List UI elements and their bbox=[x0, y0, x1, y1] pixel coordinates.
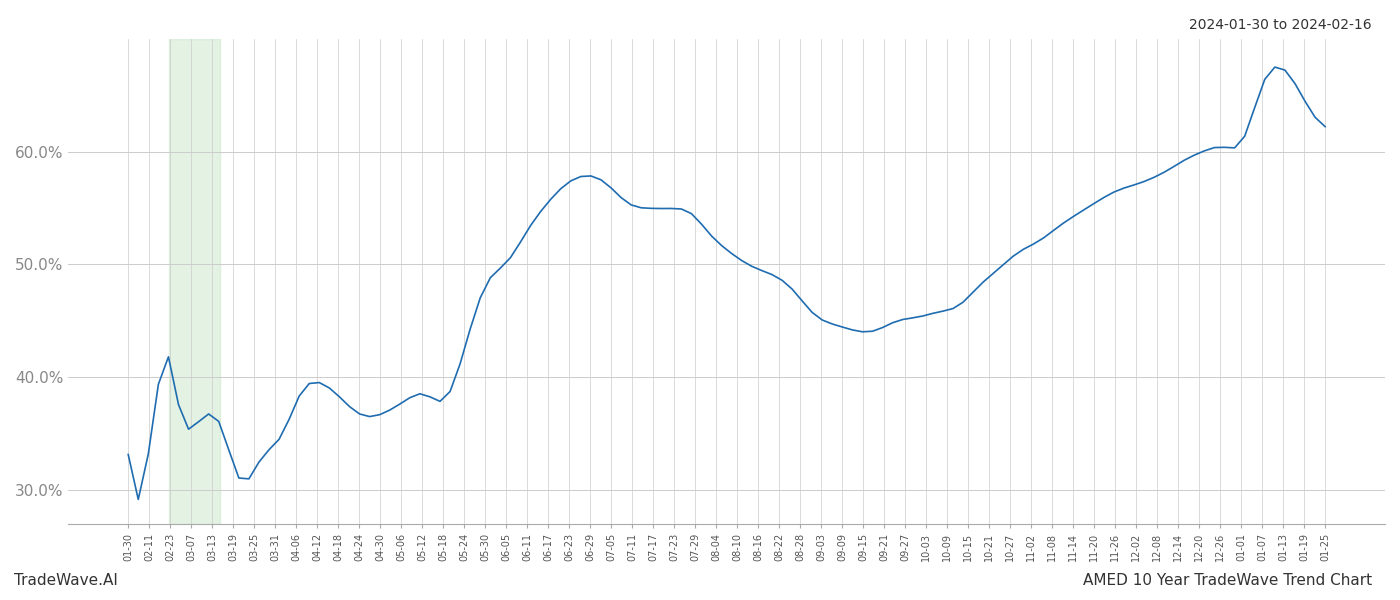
Text: 2024-01-30 to 2024-02-16: 2024-01-30 to 2024-02-16 bbox=[1190, 18, 1372, 32]
Text: TradeWave.AI: TradeWave.AI bbox=[14, 573, 118, 588]
Text: AMED 10 Year TradeWave Trend Chart: AMED 10 Year TradeWave Trend Chart bbox=[1082, 573, 1372, 588]
Bar bbox=[169, 39, 220, 524]
